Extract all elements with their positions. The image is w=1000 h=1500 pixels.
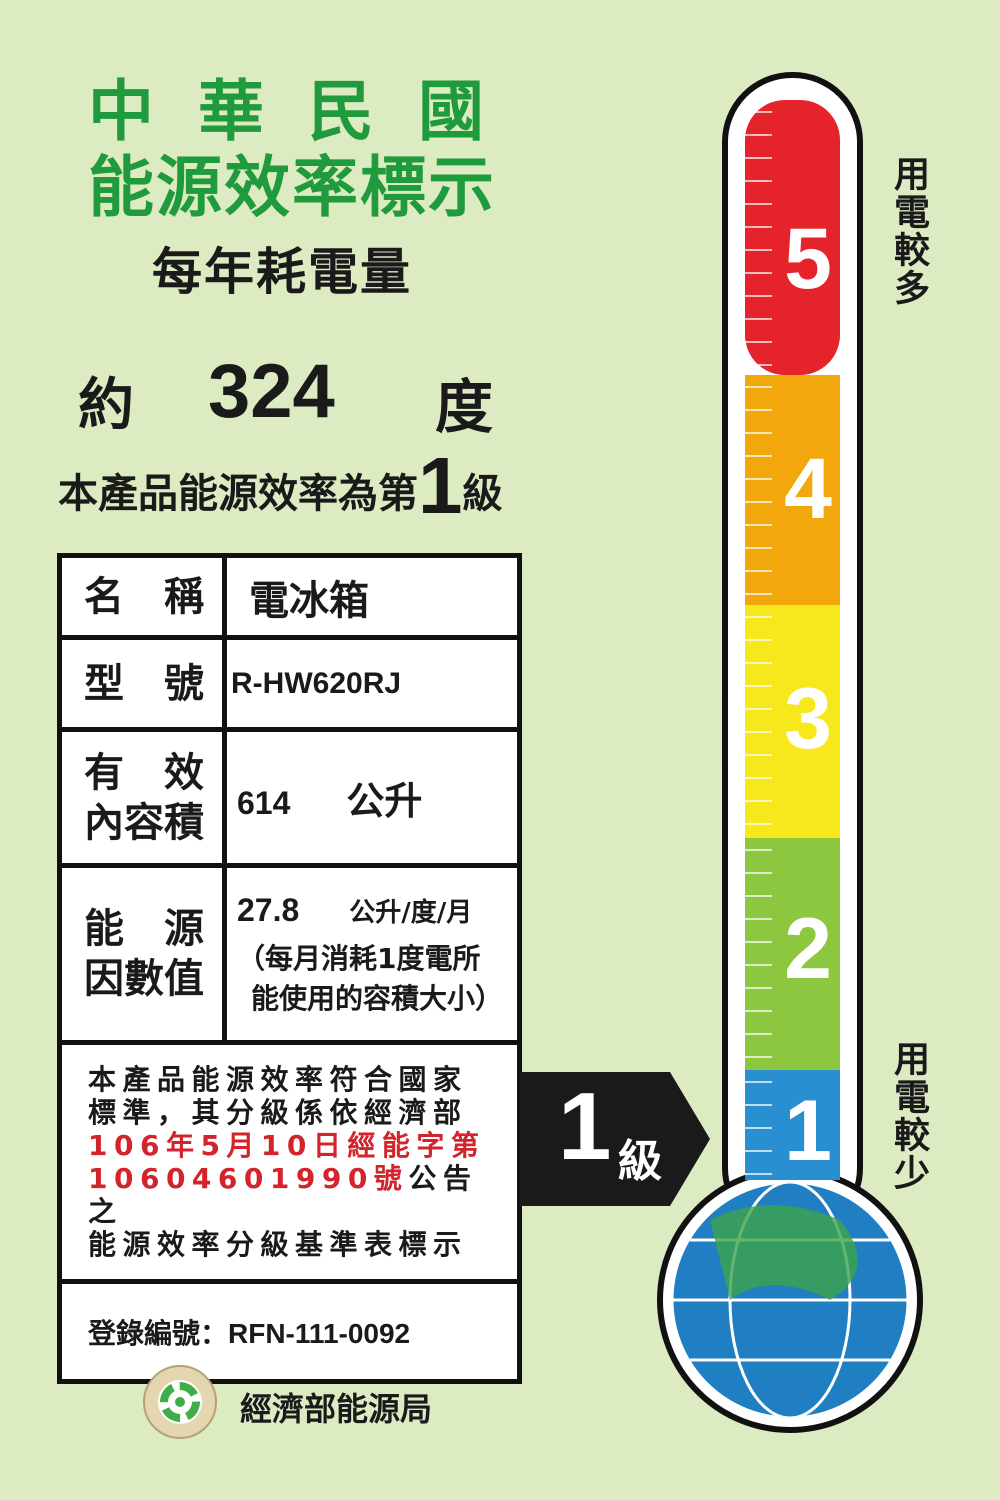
level-2-label: 2 (784, 901, 832, 997)
grade-suffix: 級 (462, 471, 503, 517)
volume-label: 有 效內容積 (57, 727, 227, 868)
volume-value: 614 (237, 785, 291, 821)
volume-cell: 614 公升 (222, 727, 522, 868)
model-value: R-HW620RJ (222, 635, 522, 732)
grade-text: 本產品能源效率為第 (58, 471, 418, 517)
regulation-note: 本產品能源效率符合國家 標準，其分級係依經濟部 106年5月10日經能字第 10604… (57, 1040, 522, 1284)
note-line: 10604601990號 (88, 1162, 409, 1195)
note-line: 106年5月10日經能字第 (88, 1129, 486, 1162)
spec-table: 名 稱電冰箱 型 號 R-HW620RJ 有 效內容積 614 公升 能 源因數值 27… (57, 553, 522, 1384)
level-5-label: 5 (784, 211, 832, 307)
volume-label-1: 有 效 (84, 749, 204, 796)
factor-unit: 公升/度/月 (349, 897, 473, 928)
organization-name: 經濟部能源局 (240, 1390, 433, 1428)
factor-label: 能 源因數值 (57, 863, 227, 1045)
factor-note-2: 能使用的容積大小） (251, 981, 504, 1015)
factor-note-1: （每月消耗1度電所 (237, 941, 481, 975)
name-value: 電冰箱 (222, 553, 522, 640)
volume-label-2: 內容積 (84, 799, 204, 846)
grade-statement: 本產品能源效率為第1級 (58, 440, 503, 532)
factor-cell: 27.8 公升/度/月 （每月消耗1度電所能使用的容積大小） (222, 863, 522, 1045)
arrow-grade-number: 1 (558, 1073, 612, 1180)
title-line-1: 中華民國 (88, 73, 528, 150)
registration-label: 登錄編號： (88, 1316, 229, 1350)
model-label: 型 號 (57, 635, 227, 732)
grade-arrow (520, 1072, 710, 1206)
level-4-band (745, 375, 840, 605)
grade-number: 1 (418, 441, 463, 530)
registration: 登錄編號：RFN-111-0092 (57, 1279, 522, 1384)
name-label: 名 稱 (57, 553, 227, 640)
subtitle: 每年耗電量 (152, 243, 412, 301)
note-line: 標準，其分級係依經濟部 (88, 1096, 468, 1129)
less-power-label: 用電較少 (888, 1040, 929, 1192)
note-line: 能源效率分級基準表標示 (88, 1228, 468, 1261)
factor-label-2: 因數值 (84, 956, 204, 1002)
more-power-label: 用電較多 (888, 155, 929, 307)
level-2-band (745, 838, 840, 1070)
registration-number: RFN-111-0092 (228, 1317, 411, 1349)
note-line: 本產品能源效率符合國家 (88, 1063, 468, 1096)
arrow-grade-suffix: 級 (618, 1136, 662, 1187)
consumption-value: 324 (208, 349, 335, 434)
level-1-band (745, 1070, 840, 1180)
consumption-unit: 度 (435, 373, 494, 441)
bureau-of-energy-logo (143, 1365, 217, 1439)
volume-unit: 公升 (346, 779, 423, 823)
factor-label-1: 能 源 (84, 906, 204, 952)
level-5-band (745, 100, 840, 375)
level-4-label: 4 (784, 441, 832, 537)
factor-value: 27.8 (237, 891, 300, 928)
title-line-2: 能源效率標示 (88, 149, 496, 226)
level-1-label: 1 (784, 1083, 832, 1179)
note-line: 公告之 (88, 1162, 478, 1228)
consumption-prefix: 約 (78, 373, 134, 438)
thermometer (657, 72, 923, 1433)
level-3-band (745, 605, 840, 838)
level-3-label: 3 (784, 671, 832, 767)
